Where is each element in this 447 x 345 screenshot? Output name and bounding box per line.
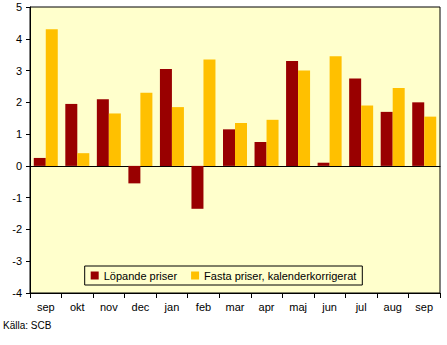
- svg-text:jan: jan: [164, 301, 180, 313]
- svg-text:-2: -2: [12, 223, 22, 235]
- svg-text:3: 3: [16, 65, 22, 77]
- svg-text:sep: sep: [415, 301, 433, 313]
- svg-text:nov: nov: [100, 301, 118, 313]
- svg-text:feb: feb: [196, 301, 211, 313]
- svg-text:sep: sep: [37, 301, 55, 313]
- svg-text:okt: okt: [70, 301, 85, 313]
- svg-text:0: 0: [16, 160, 22, 172]
- svg-text:jul: jul: [355, 301, 367, 313]
- svg-text:Fasta priser, kalenderkorriger: Fasta priser, kalenderkorrigerat: [204, 270, 356, 282]
- svg-text:2: 2: [16, 96, 22, 108]
- svg-text:-4: -4: [12, 287, 22, 299]
- svg-text:1: 1: [16, 128, 22, 140]
- svg-text:-3: -3: [12, 255, 22, 267]
- svg-text:4: 4: [16, 33, 22, 45]
- svg-text:dec: dec: [132, 301, 150, 313]
- svg-text:5: 5: [16, 1, 22, 13]
- svg-text:aug: aug: [384, 301, 402, 313]
- svg-text:jun: jun: [321, 301, 337, 313]
- svg-text:-1: -1: [12, 192, 22, 204]
- svg-text:mar: mar: [226, 301, 245, 313]
- svg-text:apr: apr: [259, 301, 275, 313]
- svg-text:Löpande priser: Löpande priser: [104, 270, 178, 282]
- svg-text:Källa: SCB: Källa: SCB: [3, 320, 52, 331]
- svg-text:maj: maj: [289, 301, 307, 313]
